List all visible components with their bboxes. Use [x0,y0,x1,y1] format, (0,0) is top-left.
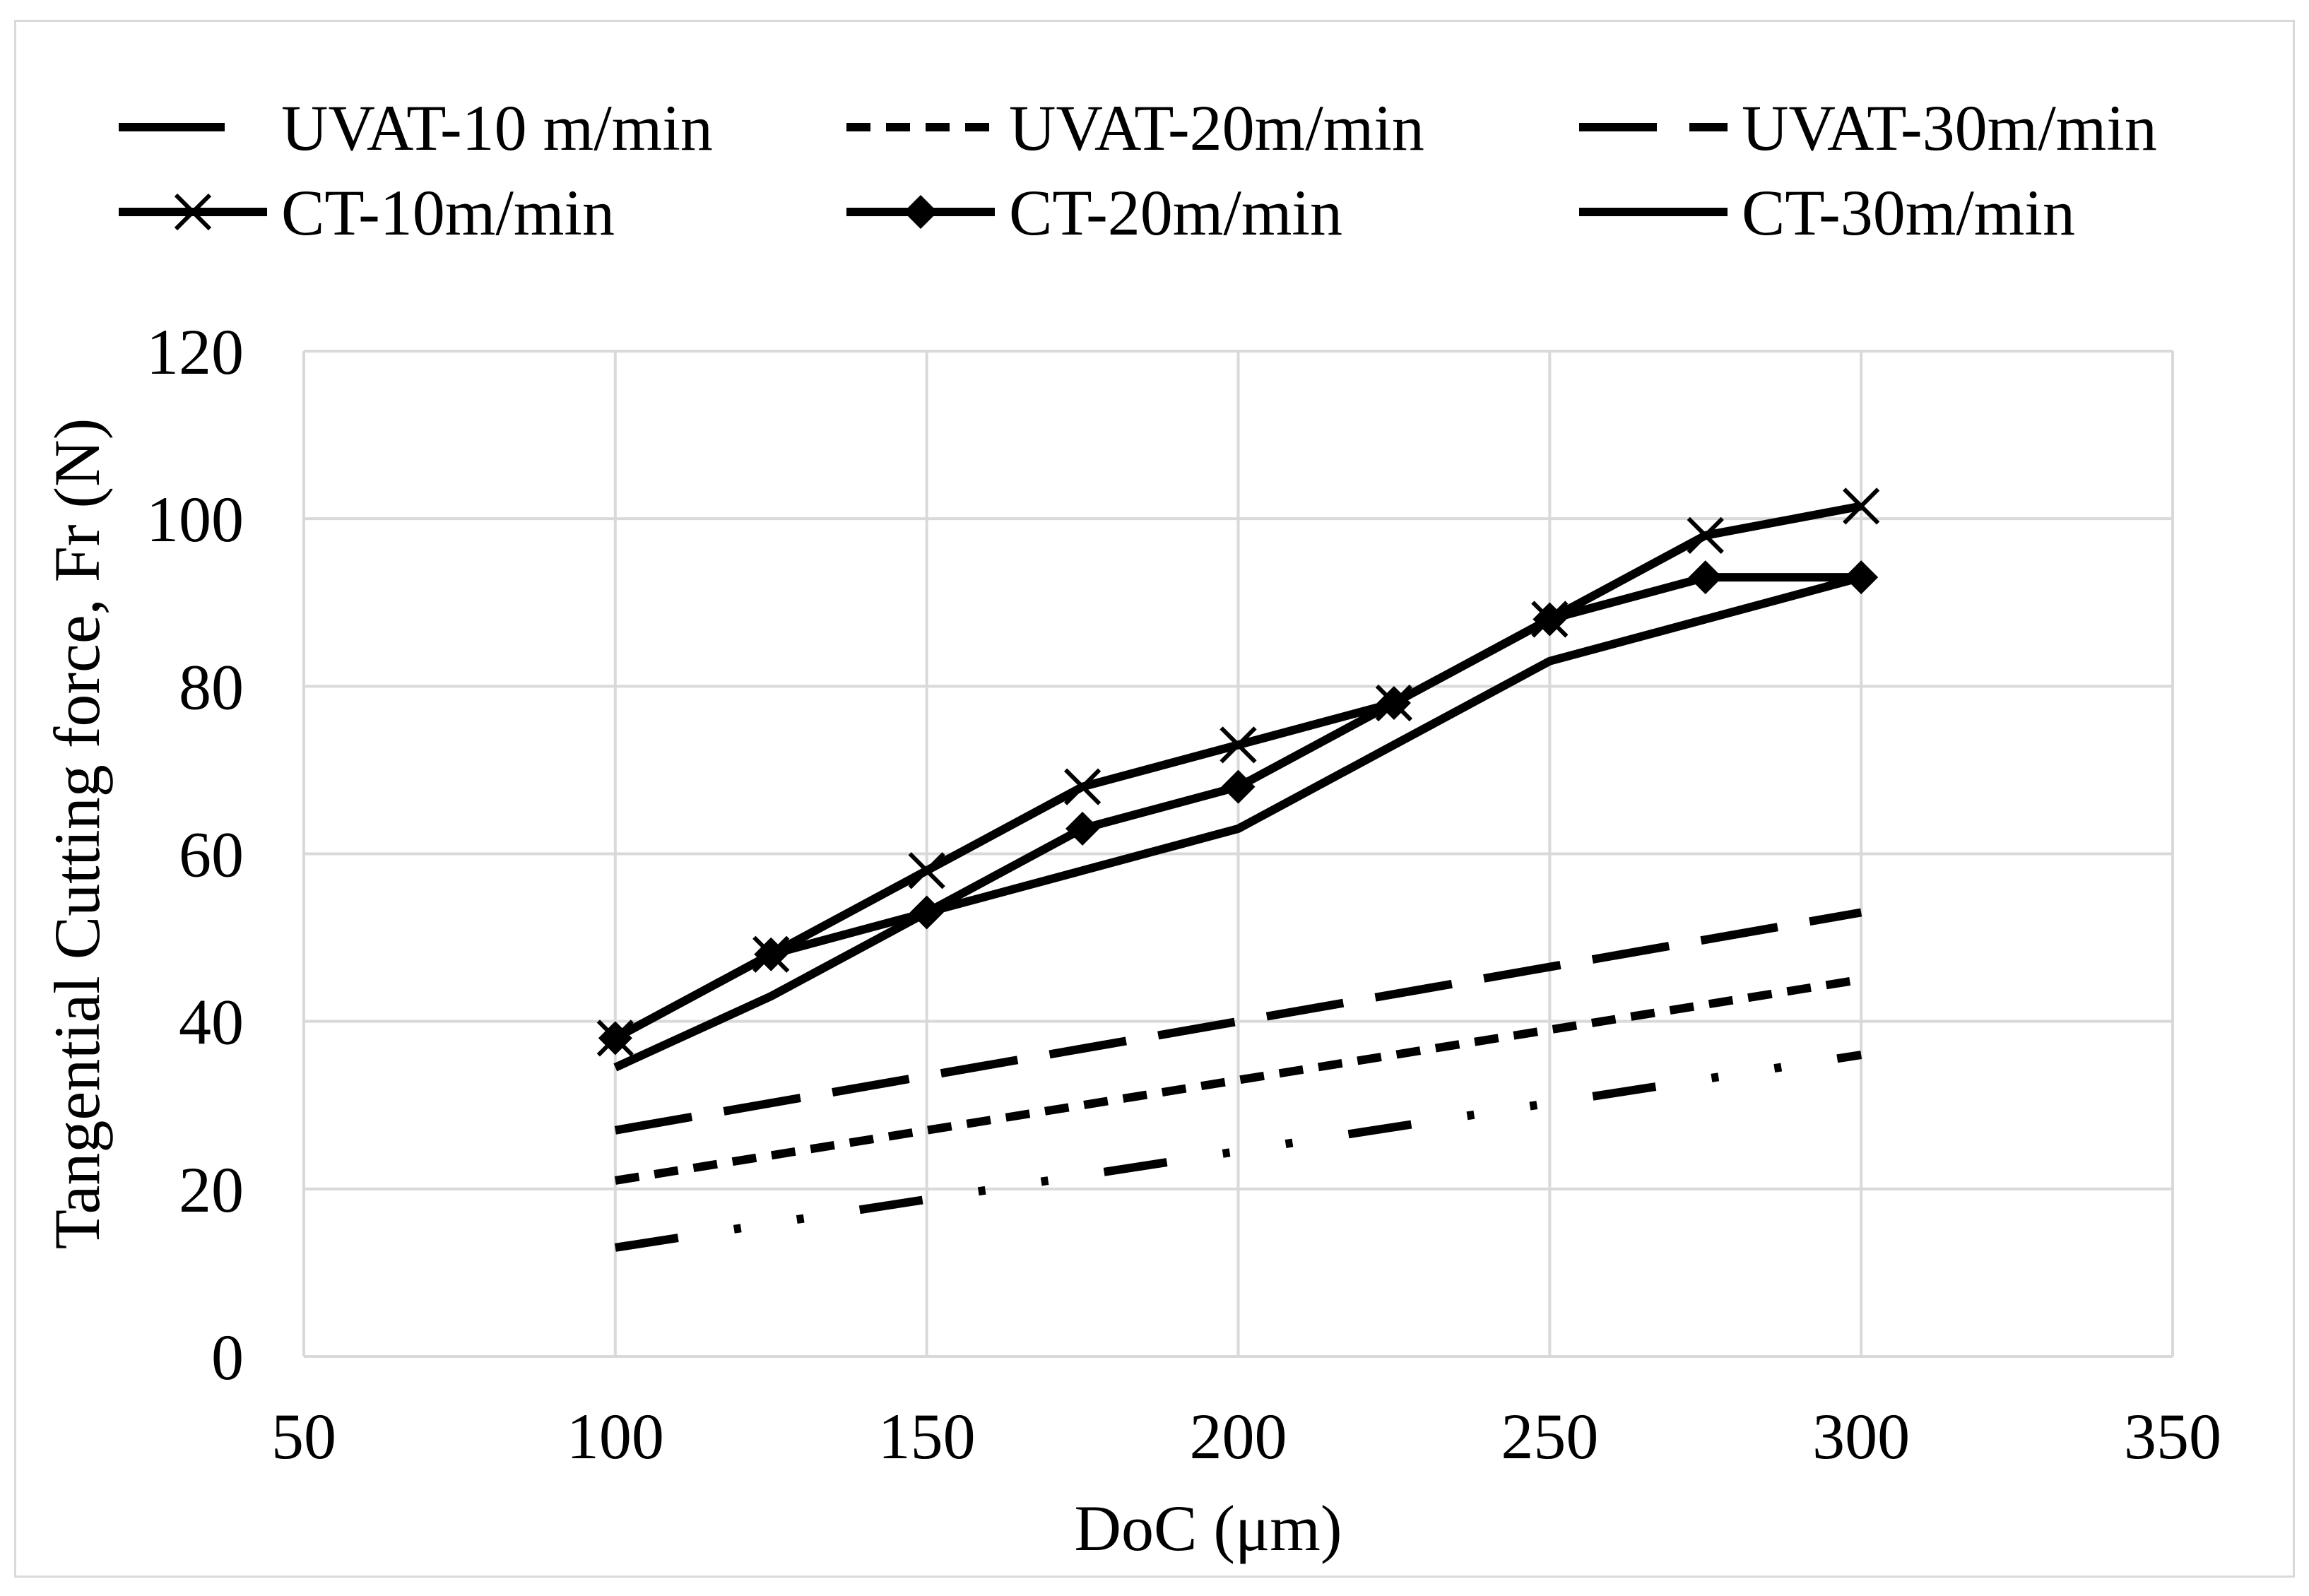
y-tick-label: 80 [179,651,244,723]
series-line [613,573,1862,1072]
x-tick-label: 200 [1190,1400,1287,1472]
x-tick-label: 300 [1812,1400,1910,1472]
series-ct-30m-min [613,573,1862,1072]
legend-item[interactable]: CT-30m/min [1579,177,2075,249]
x-tick-label: 150 [878,1400,976,1472]
legend[interactable]: UVAT-10 m/min UVAT-20m/min UVAT-30m/min CT-… [119,92,2157,249]
legend-label: UVAT-30m/min [1742,92,2157,164]
legend-marker [174,193,212,231]
legend-item[interactable]: UVAT-10 m/min [119,92,713,164]
legend-item[interactable]: UVAT-30m/min [1579,92,2157,164]
legend-label: UVAT-10 m/min [281,92,713,164]
legend-item[interactable]: CT-20m/min [846,177,1342,249]
y-tick-label: 20 [179,1154,244,1226]
y-tick-label: 40 [179,986,244,1058]
y-axis-title: Tangential Cutting force, Fr (N) [41,418,113,1249]
chart-frame [14,20,2295,1578]
legend-label: CT-20m/min [1009,177,1342,249]
data-point [598,1021,632,1056]
legend-label: CT-10m/min [281,177,615,249]
x-axis-title: DoC (μm) [1075,1492,1342,1564]
data-point [1687,516,1724,555]
data-point [1688,560,1723,595]
series-layer [596,487,1880,1252]
legend-item[interactable]: UVAT-20m/min [846,92,1424,164]
legend-item[interactable]: CT-10m/min [119,177,615,249]
data-point [1221,769,1256,804]
x-tick-label: 100 [567,1400,664,1472]
series-line [614,1051,1862,1252]
data-point [1376,686,1411,721]
series-ct-20m-min [598,560,1879,1056]
data-point [1533,602,1567,637]
tick-label-layer: 50 100 150 200 250 300 350 0 20 40 60 80 100 120 [146,316,2221,1472]
data-point [1843,487,1880,525]
series-uvat-20m-min [614,975,1862,1185]
y-tick-label: 60 [179,819,244,891]
data-point [1063,768,1102,805]
x-tick-label: 250 [1501,1400,1598,1472]
series-line [614,908,1862,1135]
legend-label: UVAT-20m/min [1009,92,1424,164]
data-point [754,937,789,971]
legend-label: CT-30m/min [1742,177,2075,249]
y-tick-label: 100 [146,483,244,555]
series-ct-10m-min [596,487,1880,1057]
data-point [1220,726,1257,764]
x-tick-label: 50 [271,1400,336,1472]
series-uvat-30m-min [614,908,1862,1135]
series-line [614,975,1862,1185]
y-tick-label: 120 [146,316,244,388]
data-point [908,852,945,889]
grid-layer [302,350,2174,1358]
legend-marker [904,195,938,229]
x-tick-label: 350 [2124,1400,2221,1472]
y-tick-label: 0 [211,1321,244,1393]
series-uvat-10-m-min [614,1051,1862,1252]
data-point [1065,811,1100,846]
